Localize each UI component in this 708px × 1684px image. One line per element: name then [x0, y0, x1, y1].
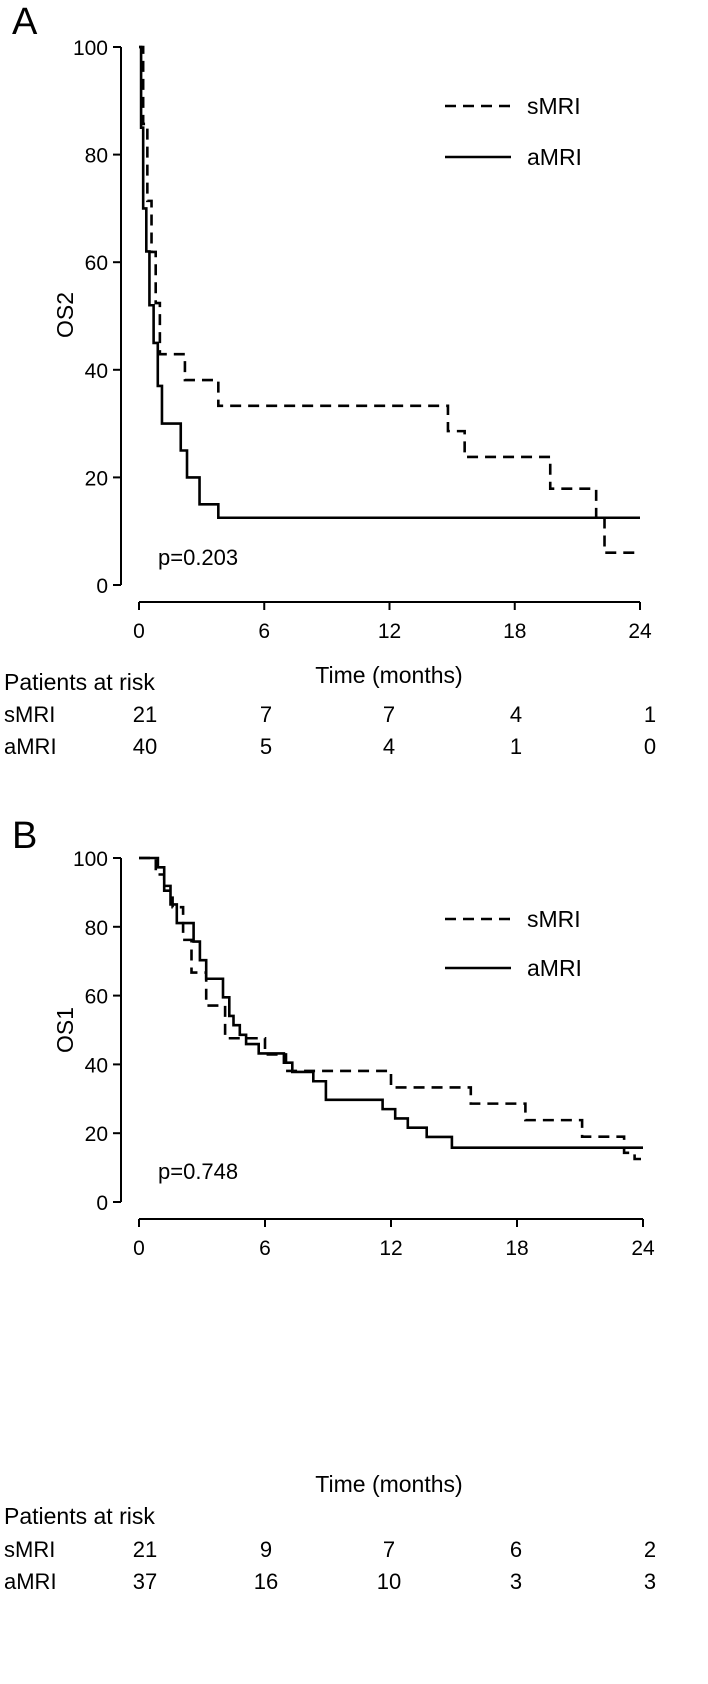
risk-table-cell: 37: [133, 1569, 157, 1594]
risk-table-cell: 7: [260, 702, 272, 727]
y-tick-label: 40: [85, 360, 108, 383]
risk-table-cell: 7: [383, 1537, 395, 1562]
x-tick-label: 18: [505, 1237, 528, 1260]
risk-table-cell: 7: [383, 702, 395, 727]
risk-table-cell: 6: [510, 1537, 522, 1562]
panel-label: B: [12, 815, 37, 857]
x-tick-label: 24: [631, 1237, 655, 1260]
risk-table-cell: 1: [644, 702, 656, 727]
risk-row-label: aMRI: [4, 734, 57, 759]
y-axis-label: OS1: [52, 1007, 78, 1053]
risk-table-cell: 5: [260, 734, 272, 759]
x-tick-label: 6: [259, 1237, 271, 1260]
p-value-annotation: p=0.203: [158, 545, 238, 570]
p-value-annotation: p=0.748: [158, 1159, 238, 1184]
risk-row-label: sMRI: [4, 702, 55, 727]
risk-table-cell: 40: [133, 734, 157, 759]
risk-table-cell: 4: [383, 734, 395, 759]
x-axis-label: Time (months): [315, 1471, 462, 1497]
legend-label: aMRI: [527, 955, 582, 981]
legend-label: aMRI: [527, 144, 582, 170]
series-line-smri: [139, 856, 643, 1161]
risk-table-cell: 1: [510, 734, 522, 759]
y-tick-label: 0: [96, 575, 108, 598]
y-tick-label: 40: [85, 1054, 108, 1077]
y-tick-label: 60: [85, 252, 108, 275]
risk-table-cell: 2: [644, 1537, 656, 1562]
y-axis-label: OS2: [52, 292, 78, 338]
y-tick-label: 80: [85, 917, 108, 940]
legend-label: sMRI: [527, 93, 581, 119]
risk-table-cell: 21: [133, 1537, 157, 1562]
risk-table-title: Patients at risk: [4, 669, 155, 695]
legend-label: sMRI: [527, 906, 581, 932]
panel-label: A: [12, 1, 38, 43]
risk-row-label: sMRI: [4, 1537, 55, 1562]
risk-table-cell: 0: [644, 734, 656, 759]
y-tick-label: 60: [85, 986, 108, 1009]
y-tick-label: 80: [85, 145, 108, 168]
x-tick-label: 18: [503, 620, 526, 643]
x-axis-label: Time (months): [315, 662, 462, 688]
risk-table-cell: 16: [254, 1569, 278, 1594]
panel-b: B 0 20 40 60 80 100 0 6 12 18 24 Time (months) OS1 sMR…: [4, 815, 656, 1594]
x-tick-label: 0: [133, 620, 145, 643]
series-line-amri: [139, 856, 643, 1149]
y-tick-label: 20: [85, 1123, 108, 1146]
risk-table-cell: 9: [260, 1537, 272, 1562]
x-tick-label: 0: [133, 1237, 145, 1260]
y-tick-label: 100: [73, 848, 108, 871]
x-tick-label: 6: [258, 620, 270, 643]
x-tick-label: 24: [628, 620, 652, 643]
risk-table-cell: 21: [133, 702, 157, 727]
x-tick-label: 12: [379, 1237, 402, 1260]
risk-table-cell: 4: [510, 702, 522, 727]
y-tick-label: 100: [73, 37, 108, 60]
risk-table-cell: 3: [644, 1569, 656, 1594]
risk-table-cell: 3: [510, 1569, 522, 1594]
series-line-smri: [139, 45, 640, 555]
risk-table-title: Patients at risk: [4, 1503, 155, 1529]
series-line-amri: [139, 45, 640, 520]
risk-table-cell: 10: [377, 1569, 401, 1594]
y-tick-label: 20: [85, 467, 108, 490]
x-tick-label: 12: [378, 620, 401, 643]
y-tick-label: 0: [96, 1192, 108, 1215]
risk-row-label: aMRI: [4, 1569, 57, 1594]
